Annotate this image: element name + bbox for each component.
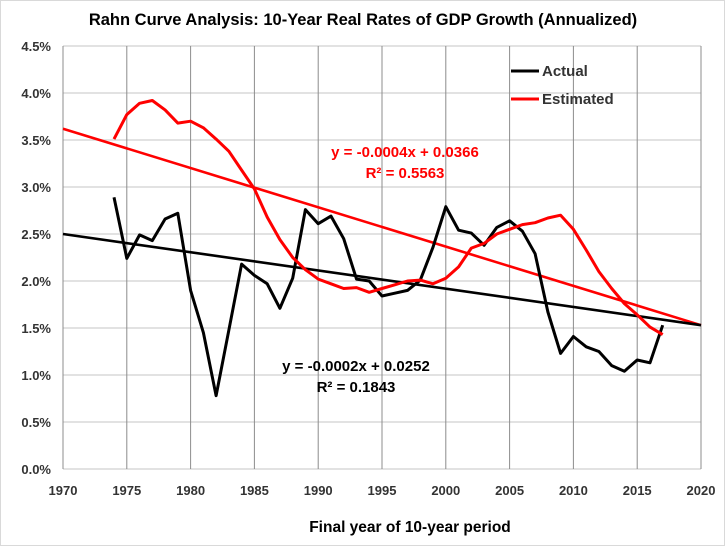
x-tick-label: 2020 — [687, 483, 716, 498]
x-tick-label: 1990 — [304, 483, 333, 498]
y-tick-label: 1.5% — [21, 321, 51, 336]
x-tick-label: 2005 — [495, 483, 524, 498]
series-line-actual — [112, 196, 665, 398]
series-lines — [112, 99, 665, 398]
y-tick-label: 2.0% — [21, 274, 51, 289]
x-tick-label: 2010 — [559, 483, 588, 498]
x-tick-label: 1980 — [176, 483, 205, 498]
x-tick-label: 1985 — [240, 483, 269, 498]
legend: Actual Estimated — [511, 63, 614, 108]
y-tick-label: 2.5% — [21, 227, 51, 242]
y-tick-label: 0.0% — [21, 462, 51, 477]
series-line-estimated — [112, 99, 664, 336]
equation-estimated: y = -0.0004x + 0.0366 — [331, 144, 479, 161]
legend-label-actual: Actual — [542, 63, 588, 80]
y-tick-label: 0.5% — [21, 415, 51, 430]
trendline-estimated — [62, 127, 702, 327]
x-tick-label: 2000 — [431, 483, 460, 498]
y-tick-label: 3.0% — [21, 180, 51, 195]
x-axis-label: Final year of 10-year period — [309, 519, 511, 536]
r-squared-estimated: R² = 0.5563 — [366, 165, 445, 182]
equation-actual: y = -0.0002x + 0.0252 — [282, 358, 430, 375]
chart-title: Rahn Curve Analysis: 10-Year Real Rates … — [89, 11, 637, 29]
trendlines — [62, 127, 702, 327]
trendline-equation-estimated: y = -0.0004x + 0.0366 R² = 0.5563 — [331, 144, 479, 182]
legend-label-estimated: Estimated — [542, 91, 614, 108]
x-tick-label: 1975 — [112, 483, 141, 498]
r-squared-actual: R² = 0.1843 — [317, 379, 396, 396]
x-tick-label: 2015 — [623, 483, 652, 498]
trendline-actual — [62, 232, 702, 327]
y-tick-label: 4.5% — [21, 39, 51, 54]
grid — [62, 45, 702, 470]
y-axis-ticks: 0.0% 0.5% 1.0% 1.5% 2.0% 2.5% 3.0% 3.5% 4.0% 4.5% — [21, 39, 51, 477]
y-tick-label: 4.0% — [21, 86, 51, 101]
x-axis-ticks: 1970 1975 1980 1985 1990 1995 2000 2005 2010 2015… — [49, 483, 716, 498]
y-tick-label: 1.0% — [21, 368, 51, 383]
y-tick-label: 3.5% — [21, 133, 51, 148]
x-tick-label: 1995 — [368, 483, 397, 498]
x-tick-label: 1970 — [49, 483, 78, 498]
trendline-equation-actual: y = -0.0002x + 0.0252 R² = 0.1843 — [282, 358, 430, 396]
